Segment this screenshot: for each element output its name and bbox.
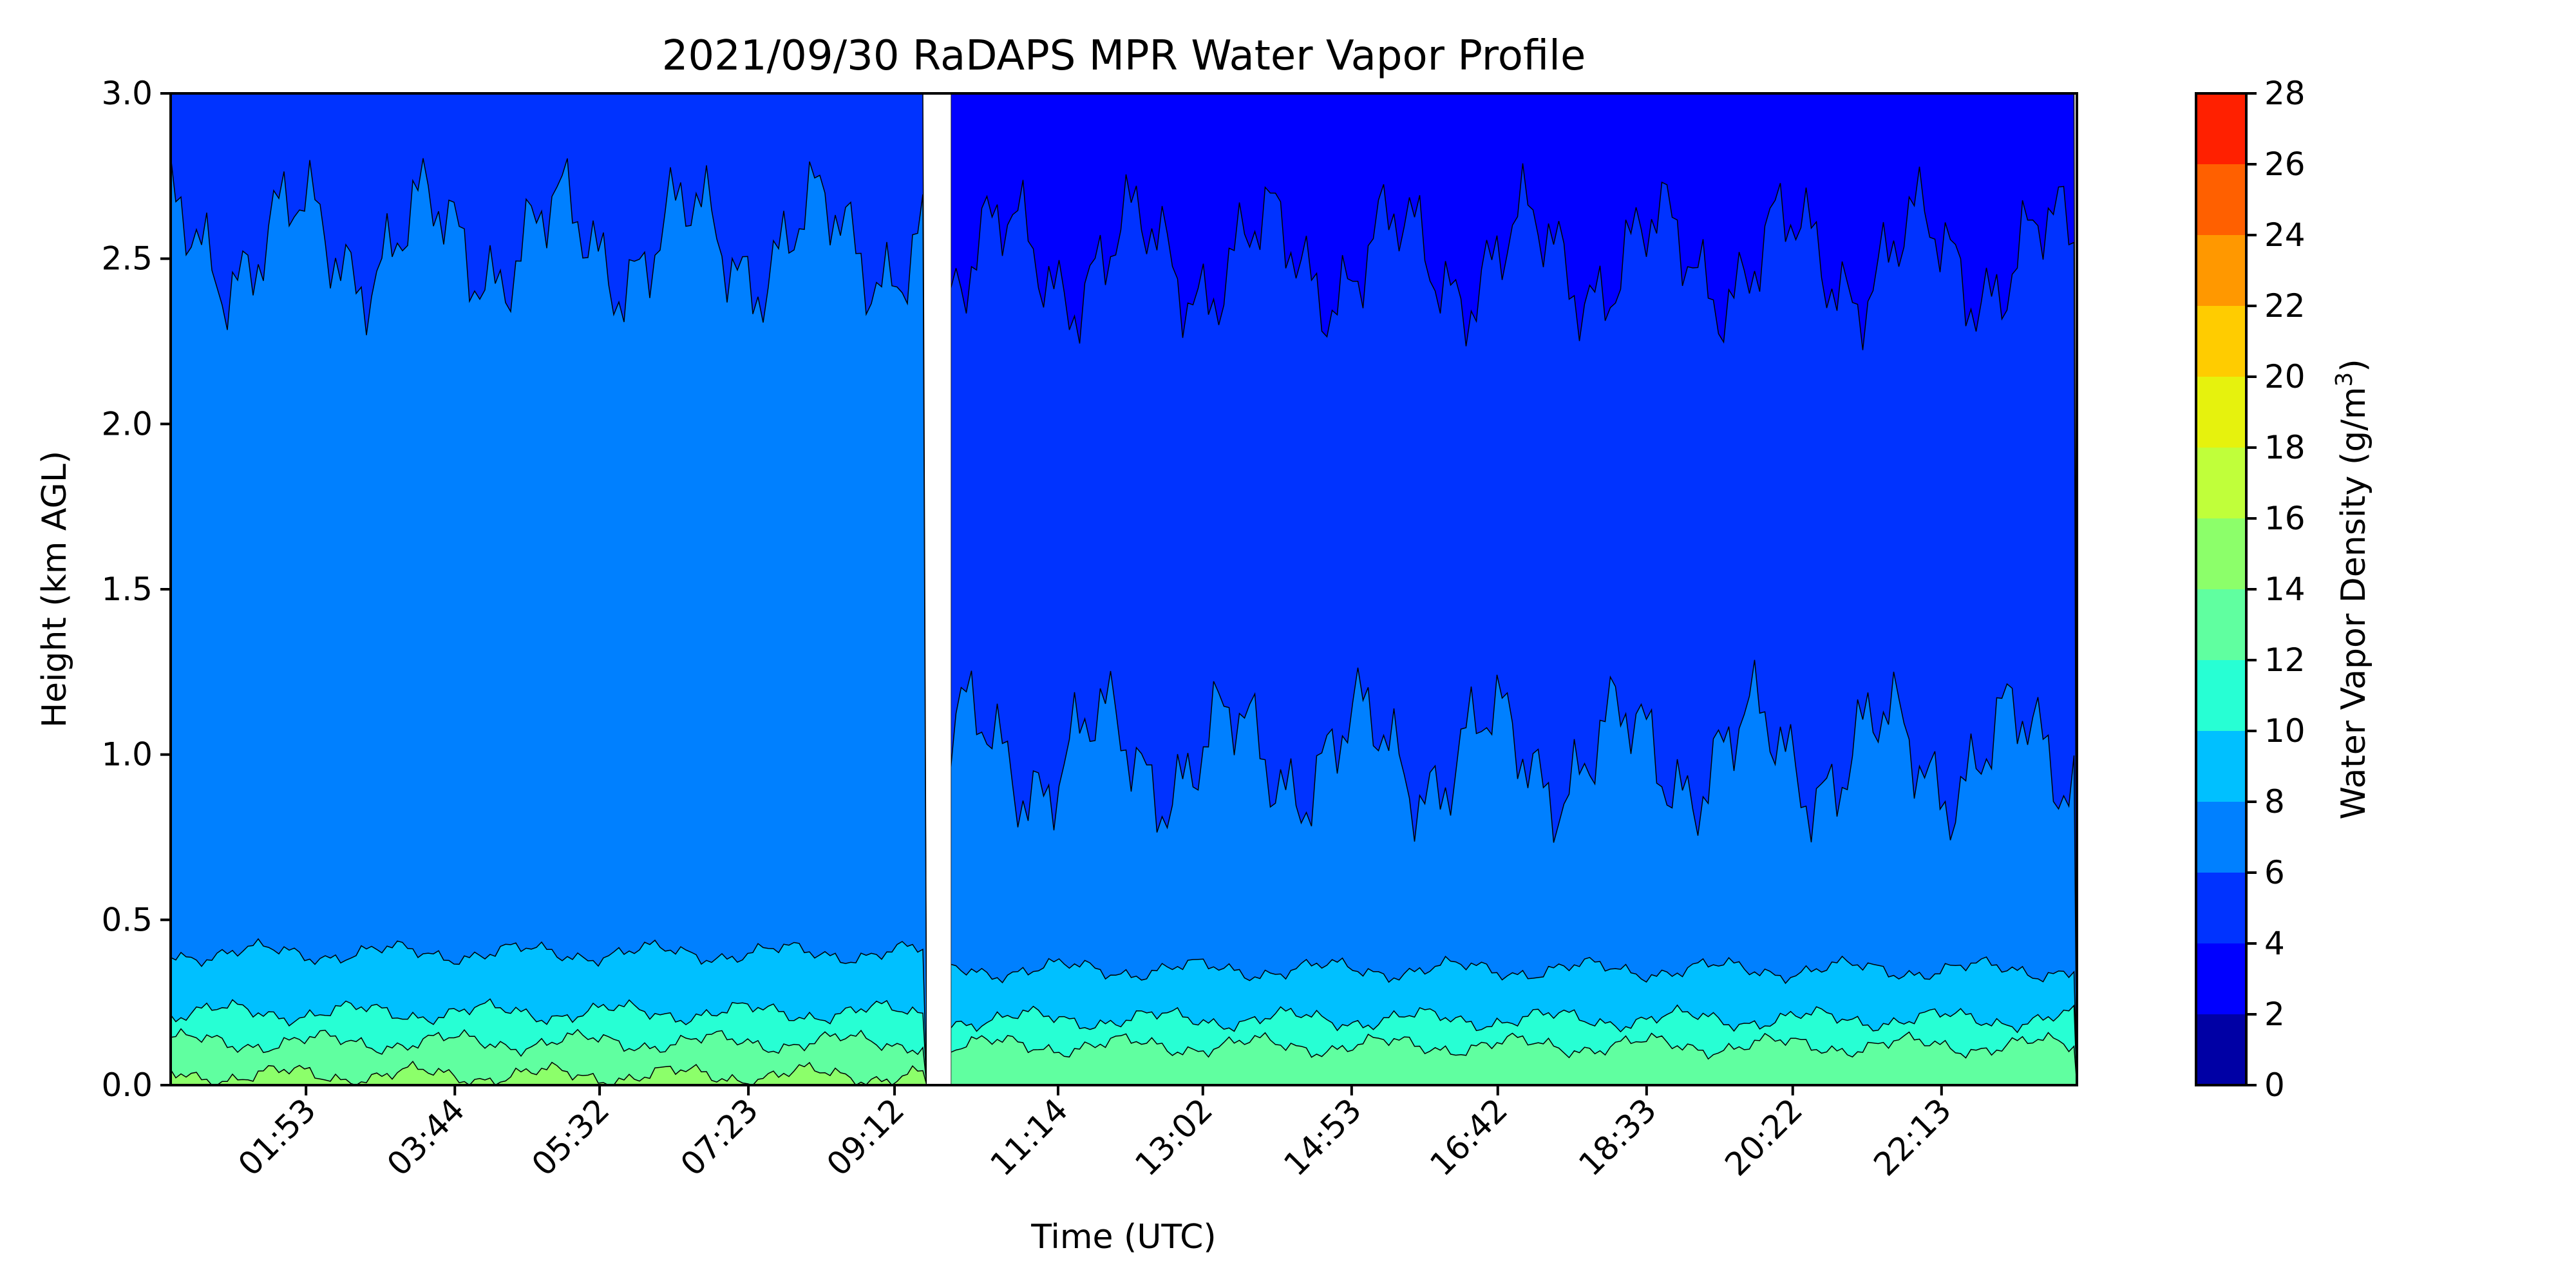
y-tick-label: 3.0 xyxy=(101,75,153,112)
y-tick-label: 1.0 xyxy=(101,736,153,773)
x-tick-label: 13:02 xyxy=(1128,1091,1220,1183)
colorbar-tick-label: 18 xyxy=(2264,429,2306,466)
contour-band xyxy=(171,1028,927,1085)
data-gap xyxy=(927,93,951,1085)
colorbar-segment xyxy=(2196,1014,2246,1085)
x-axis: 01:53 03:44 05:32 07:23 09:12 11:14 13:02 14:53… xyxy=(231,1085,1958,1183)
colorbar-segment xyxy=(2196,873,2246,943)
colorbar-tick-label: 0 xyxy=(2264,1066,2285,1104)
y-tick-label: 1.5 xyxy=(101,571,153,608)
y-axis: 0.0 0.5 1.0 1.5 2.0 2.5 3.0 xyxy=(101,75,171,1104)
y-tick-label: 2.0 xyxy=(101,405,153,442)
colorbar-tick-label: 28 xyxy=(2264,75,2306,112)
colorbar-tick-label: 24 xyxy=(2264,216,2306,254)
colorbar-tick-label: 4 xyxy=(2264,925,2285,962)
x-tick-label: 22:13 xyxy=(1866,1091,1958,1183)
x-tick-label: 01:53 xyxy=(231,1091,323,1183)
colorbar-tick-label: 12 xyxy=(2264,641,2306,679)
colorbar-segment xyxy=(2196,518,2246,589)
colorbar-tick-label: 2 xyxy=(2264,996,2285,1033)
x-tick-label: 09:12 xyxy=(820,1091,912,1183)
y-axis-label: Height (km AGL) xyxy=(35,451,74,728)
colorbar-segment xyxy=(2196,589,2246,660)
x-tick-label: 07:23 xyxy=(674,1091,766,1183)
x-tick-label: 05:32 xyxy=(525,1091,617,1183)
x-axis-label: Time (UTC) xyxy=(1030,1218,1216,1256)
x-tick-label: 18:33 xyxy=(1571,1091,1663,1183)
colorbar-segment xyxy=(2196,306,2246,377)
colorbar-tick-label: 10 xyxy=(2264,712,2306,750)
plot-area xyxy=(171,93,2077,1085)
colorbar-tick-label: 14 xyxy=(2264,571,2306,608)
x-tick-label: 11:14 xyxy=(983,1091,1075,1183)
x-tick-label: 20:22 xyxy=(1718,1091,1810,1183)
y-tick-label: 2.5 xyxy=(101,240,153,278)
y-tick-label: 0.5 xyxy=(101,901,153,938)
contour-band xyxy=(171,1060,927,1085)
x-tick-label: 16:42 xyxy=(1423,1091,1515,1183)
colorbar-segment xyxy=(2196,93,2246,164)
colorbar-segment xyxy=(2196,164,2246,235)
colorbar-segment xyxy=(2196,660,2246,731)
colorbar-tick-label: 26 xyxy=(2264,146,2306,183)
colorbar-tick-label: 16 xyxy=(2264,500,2306,537)
contour-band xyxy=(950,1031,2077,1085)
x-tick-label: 14:53 xyxy=(1276,1091,1368,1183)
colorbar-segment xyxy=(2196,802,2246,873)
colorbar-segment xyxy=(2196,731,2246,802)
x-tick-label: 03:44 xyxy=(380,1091,472,1183)
y-tick-label: 0.0 xyxy=(101,1066,153,1104)
colorbar-segment xyxy=(2196,943,2246,1014)
colorbar-tick-label: 20 xyxy=(2264,358,2306,395)
colorbar-segment xyxy=(2196,235,2246,306)
colorbar-tick-label: 8 xyxy=(2264,783,2285,820)
colorbar-segment xyxy=(2196,448,2246,518)
contour-band xyxy=(171,156,927,1085)
colorbar-tick-label: 6 xyxy=(2264,854,2285,891)
colorbar-tick-label: 22 xyxy=(2264,287,2306,325)
chart-title: 2021/09/30 RaDAPS MPR Water Vapor Profil… xyxy=(662,32,1586,80)
colorbar-label: Water Vapor Density (g/m3) xyxy=(2331,359,2374,819)
colorbar-segment xyxy=(2196,377,2246,448)
